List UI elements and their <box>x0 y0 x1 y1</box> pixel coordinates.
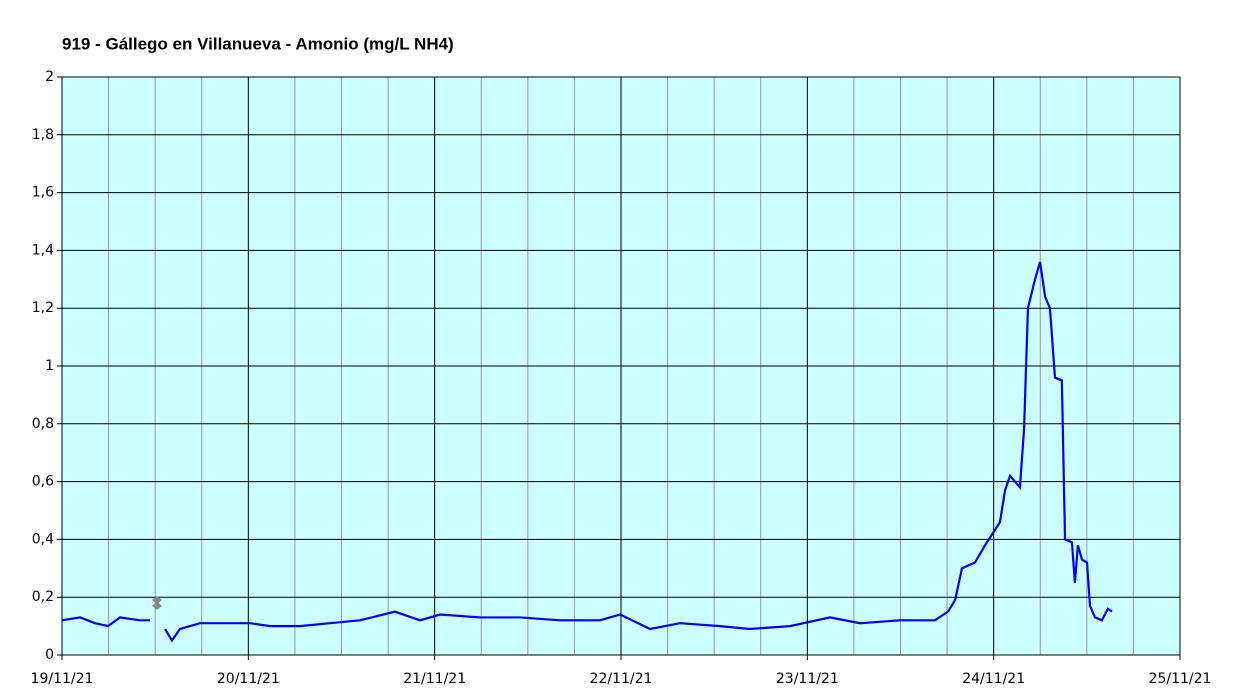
x-tick-label: 23/11/21 <box>776 671 839 687</box>
data-line <box>61 616 150 628</box>
y-tick-label: 0,4 <box>32 531 54 547</box>
data-line <box>164 261 1113 643</box>
x-tick-label: 19/11/21 <box>31 671 94 687</box>
y-tick-label: 0,2 <box>32 589 54 605</box>
marker <box>152 596 163 605</box>
y-tick-label: 0,6 <box>32 474 54 490</box>
x-tick-label: 22/11/21 <box>590 671 653 687</box>
y-tick-label: 1,8 <box>32 127 54 143</box>
y-tick-label: 1,2 <box>32 300 54 316</box>
y-tick-label: 0,8 <box>32 416 54 432</box>
y-tick-label: 0 <box>45 647 54 663</box>
y-tick-label: 1 <box>45 358 54 374</box>
chart-title: 919 - Gállego en Villanueva - Amonio (mg… <box>62 34 454 53</box>
y-tick-label: 1,6 <box>32 185 54 201</box>
x-tick-label: 21/11/21 <box>403 671 466 687</box>
x-tick-label: 24/11/21 <box>962 671 1025 687</box>
x-tick-label: 20/11/21 <box>217 671 280 687</box>
marker <box>152 601 163 610</box>
x-tick-label: 25/11/21 <box>1149 671 1212 687</box>
y-tick-label: 2 <box>45 69 54 85</box>
y-tick-label: 1,4 <box>32 242 54 258</box>
